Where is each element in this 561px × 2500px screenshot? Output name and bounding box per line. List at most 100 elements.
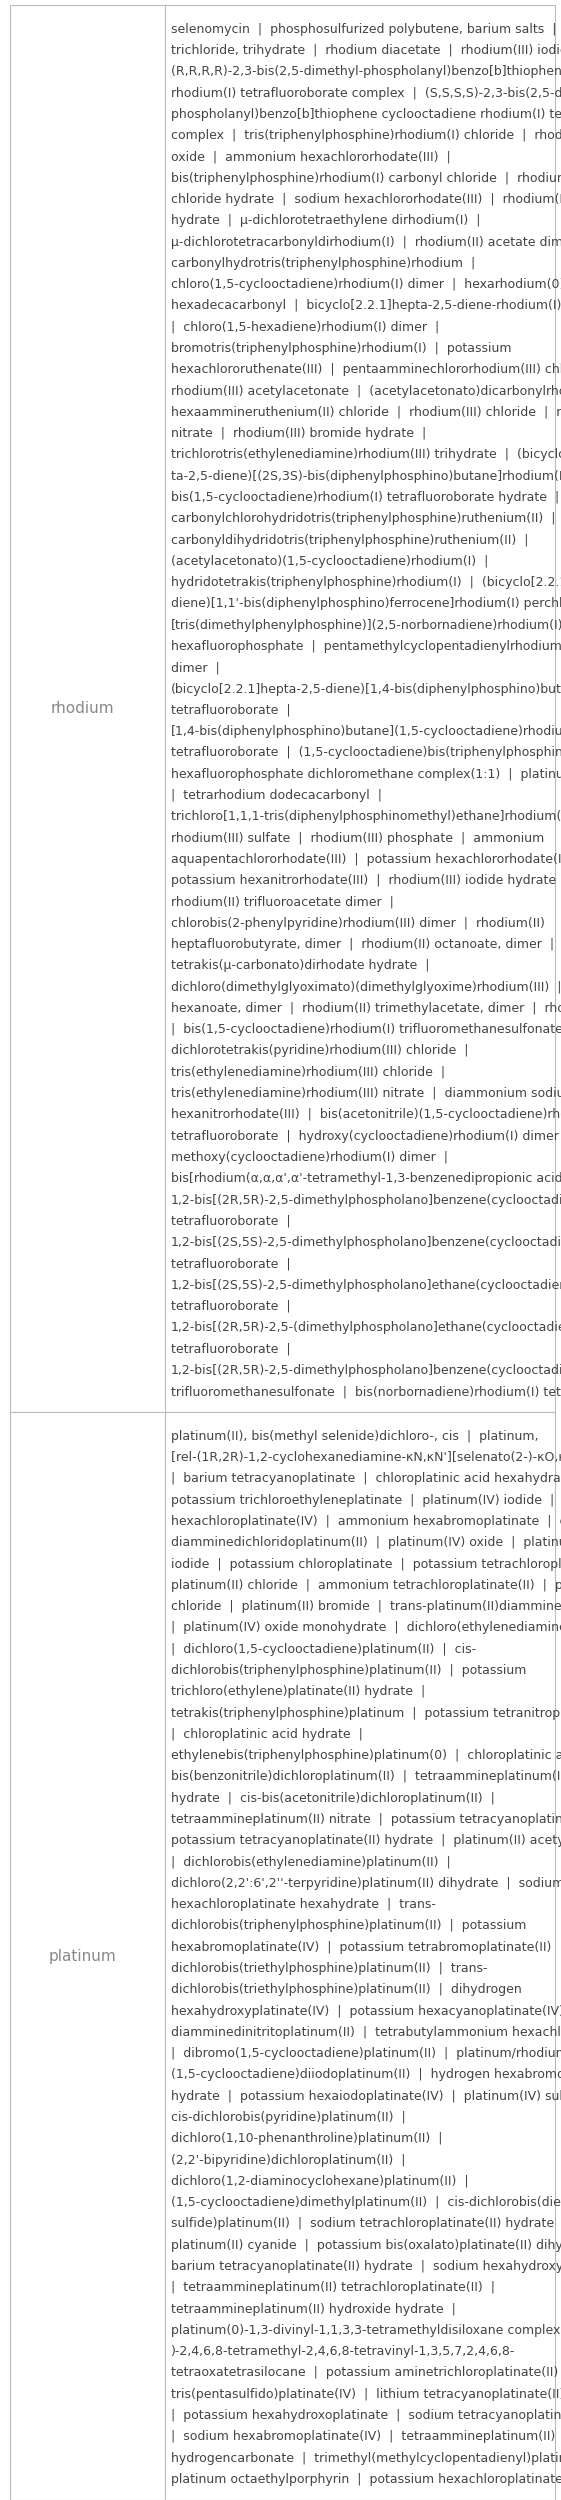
- Text: potassium hexanitrorhodate(III)  |  rhodium(III) iodide hydrate  |: potassium hexanitrorhodate(III) | rhodiu…: [171, 875, 561, 888]
- Text: chloride  |  platinum(II) bromide  |  trans-platinum(II)diammine dichloride: chloride | platinum(II) bromide | trans-…: [171, 1600, 561, 1612]
- Text: (R,R,R,R)-2,3-bis(2,5-dimethyl-phospholanyl)benzo[b]thiophene cyclooctadiene: (R,R,R,R)-2,3-bis(2,5-dimethyl-phosphola…: [171, 65, 561, 78]
- Text: rhodium: rhodium: [50, 700, 114, 715]
- Text: dichloro(1,10-phenanthroline)platinum(II)  |: dichloro(1,10-phenanthroline)platinum(II…: [171, 2132, 443, 2145]
- Text: hexahydroxyplatinate(IV)  |  potassium hexacyanoplatinate(IV)  |: hexahydroxyplatinate(IV) | potassium hex…: [171, 2005, 561, 2018]
- Text: |  tetraammineplatinum(II) tetrachloroplatinate(II)  |: | tetraammineplatinum(II) tetrachloropla…: [171, 2282, 495, 2295]
- Text: |  sodium hexabromoplatinate(IV)  |  tetraammineplatinum(II): | sodium hexabromoplatinate(IV) | tetraa…: [171, 2430, 555, 2442]
- Text: ta-2,5-diene)[(2S,3S)-bis(diphenylphosphino)butane]rhodium(I) perchlorate  |: ta-2,5-diene)[(2S,3S)-bis(diphenylphosph…: [171, 470, 561, 482]
- Text: tetraammineplatinum(II) hydroxide hydrate  |: tetraammineplatinum(II) hydroxide hydrat…: [171, 2302, 456, 2315]
- Text: platinum(II) cyanide  |  potassium bis(oxalato)platinate(II) dihydrate  |: platinum(II) cyanide | potassium bis(oxa…: [171, 2240, 561, 2252]
- Text: tetrafluoroborate  |: tetrafluoroborate |: [171, 1215, 291, 1228]
- Text: hexachloroplatinate hexahydrate  |  trans-: hexachloroplatinate hexahydrate | trans-: [171, 1898, 436, 1910]
- Text: dichlorobis(triethylphosphine)platinum(II)  |  dihydrogen: dichlorobis(triethylphosphine)platinum(I…: [171, 1982, 522, 1998]
- Text: chloride hydrate  |  sodium hexachlororhodate(III)  |  rhodium(III) oxide: chloride hydrate | sodium hexachlororhod…: [171, 192, 561, 205]
- Text: rhodium(III) sulfate  |  rhodium(III) phosphate  |  ammonium: rhodium(III) sulfate | rhodium(III) phos…: [171, 832, 544, 845]
- Text: tetrafluoroborate  |: tetrafluoroborate |: [171, 1342, 291, 1355]
- Text: (1,5-cyclooctadiene)diiodoplatinum(II)  |  hydrogen hexabromoplatinate(IV): (1,5-cyclooctadiene)diiodoplatinum(II) |…: [171, 2068, 561, 2082]
- Text: tetrakis(μ-carbonato)dirhodate hydrate  |: tetrakis(μ-carbonato)dirhodate hydrate |: [171, 960, 430, 972]
- Text: |  barium tetracyanoplatinate  |  chloroplatinic acid hexahydrate  |: | barium tetracyanoplatinate | chloropla…: [171, 1472, 561, 1485]
- Text: ethylenebis(triphenylphosphine)platinum(0)  |  chloroplatinic acid  |  cis-: ethylenebis(triphenylphosphine)platinum(…: [171, 1750, 561, 1762]
- Text: dichloro(2,2':6',2''-terpyridine)platinum(II) dihydrate  |  sodium: dichloro(2,2':6',2''-terpyridine)platinu…: [171, 1878, 561, 1890]
- Text: dichlorobis(triphenylphosphine)platinum(II)  |  potassium: dichlorobis(triphenylphosphine)platinum(…: [171, 1665, 526, 1678]
- Text: hexachloroplatinate(IV)  |  ammonium hexabromoplatinate  |  cis-: hexachloroplatinate(IV) | ammonium hexab…: [171, 1515, 561, 1528]
- Text: platinum(II), bis(methyl selenide)dichloro-, cis  |  platinum,: platinum(II), bis(methyl selenide)dichlo…: [171, 1430, 539, 1442]
- Text: hydridotetrakis(triphenylphosphine)rhodium(I)  |  (bicyclo[2.2.1]hepta-2,5-: hydridotetrakis(triphenylphosphine)rhodi…: [171, 575, 561, 590]
- Text: dichlorobis(triethylphosphine)platinum(II)  |  trans-: dichlorobis(triethylphosphine)platinum(I…: [171, 1962, 488, 1975]
- Text: diamminedinitritoplatinum(II)  |  tetrabutylammonium hexachloroplatinate(IV): diamminedinitritoplatinum(II) | tetrabut…: [171, 2025, 561, 2040]
- Text: 1,2-bis[(2R,5R)-2,5-(dimethylphospholano]ethane(cyclooctadiene)rhodium(I): 1,2-bis[(2R,5R)-2,5-(dimethylphospholano…: [171, 1320, 561, 1335]
- Text: hydrate  |  cis-bis(acetonitrile)dichloroplatinum(II)  |: hydrate | cis-bis(acetonitrile)dichlorop…: [171, 1792, 495, 1805]
- Text: |  potassium hexahydroxoplatinate  |  sodium tetracyanoplatinate(II) hydrate: | potassium hexahydroxoplatinate | sodiu…: [171, 2410, 561, 2422]
- Text: chloro(1,5-cyclooctadiene)rhodium(I) dimer  |  hexarhodium(0): chloro(1,5-cyclooctadiene)rhodium(I) dim…: [171, 278, 561, 290]
- Text: (1,5-cyclooctadiene)dimethylplatinum(II)  |  cis-dichlorobis(diethyl: (1,5-cyclooctadiene)dimethylplatinum(II)…: [171, 2195, 561, 2210]
- Text: |  chloro(1,5-hexadiene)rhodium(I) dimer  |: | chloro(1,5-hexadiene)rhodium(I) dimer …: [171, 320, 439, 332]
- Text: tetrakis(triphenylphosphine)platinum  |  potassium tetranitroplatinate(II): tetrakis(triphenylphosphine)platinum | p…: [171, 1708, 561, 1720]
- Text: (bicyclo[2.2.1]hepta-2,5-diene)[1,4-bis(diphenylphosphino)butane]rhodium(I): (bicyclo[2.2.1]hepta-2,5-diene)[1,4-bis(…: [171, 682, 561, 695]
- Text: cis-dichlorobis(pyridine)platinum(II)  |: cis-dichlorobis(pyridine)platinum(II) |: [171, 2110, 406, 2125]
- Text: dimer  |: dimer |: [171, 662, 220, 675]
- Text: tris(ethylenediamine)rhodium(III) chloride  |: tris(ethylenediamine)rhodium(III) chlori…: [171, 1065, 445, 1080]
- Text: (2,2'-bipyridine)dichloroplatinum(II)  |: (2,2'-bipyridine)dichloroplatinum(II) |: [171, 2152, 406, 2168]
- Text: platinum(0)-1,3-divinyl-1,1,3,3-tetramethyldisiloxane complex  |  platinum(0: platinum(0)-1,3-divinyl-1,1,3,3-tetramet…: [171, 2325, 561, 2338]
- Text: barium tetracyanoplatinate(II) hydrate  |  sodium hexahydroxyplatinate(IV): barium tetracyanoplatinate(II) hydrate |…: [171, 2260, 561, 2272]
- Text: dichloro(1,2-diaminocyclohexane)platinum(II)  |: dichloro(1,2-diaminocyclohexane)platinum…: [171, 2175, 468, 2188]
- Text: bis(triphenylphosphine)rhodium(I) carbonyl chloride  |  rhodium(III): bis(triphenylphosphine)rhodium(I) carbon…: [171, 173, 561, 185]
- Text: 1,2-bis[(2R,5R)-2,5-dimethylphospholano]benzene(cyclooctadiene)rhodium(I): 1,2-bis[(2R,5R)-2,5-dimethylphospholano]…: [171, 1192, 561, 1208]
- Text: hexafluorophosphate  |  pentamethylcyclopentadienylrhodium(III) chloride: hexafluorophosphate | pentamethylcyclope…: [171, 640, 561, 652]
- Text: carbonylchlorohydridotris(triphenylphosphine)ruthenium(II)  |: carbonylchlorohydridotris(triphenylphosp…: [171, 512, 555, 525]
- Text: bis(1,5-cyclooctadiene)rhodium(I) tetrafluoroborate hydrate  |: bis(1,5-cyclooctadiene)rhodium(I) tetraf…: [171, 490, 559, 505]
- Text: iodide  |  potassium chloroplatinate  |  potassium tetrachloroplatinate  |: iodide | potassium chloroplatinate | pot…: [171, 1558, 561, 1570]
- Text: trifluoromethanesulfonate  |  bis(norbornadiene)rhodium(I) tetrafluoroborate: trifluoromethanesulfonate | bis(norborna…: [171, 1385, 561, 1398]
- Text: tetraammineplatinum(II) nitrate  |  potassium tetracyanoplatinate(II)  |: tetraammineplatinum(II) nitrate | potass…: [171, 1812, 561, 1825]
- Text: |  bis(1,5-cyclooctadiene)rhodium(I) trifluoromethanesulfonate  |  trans-: | bis(1,5-cyclooctadiene)rhodium(I) trif…: [171, 1022, 561, 1035]
- Text: hexafluorophosphate dichloromethane complex(1:1)  |  platinum/rhodium alloy: hexafluorophosphate dichloromethane comp…: [171, 768, 561, 780]
- Text: sulfide)platinum(II)  |  sodium tetrachloroplatinate(II) hydrate  |: sulfide)platinum(II) | sodium tetrachlor…: [171, 2218, 561, 2230]
- Text: heptafluorobutyrate, dimer  |  rhodium(II) octanoate, dimer  |  tetrasodium: heptafluorobutyrate, dimer | rhodium(II)…: [171, 938, 561, 950]
- Text: tetrafluoroborate  |: tetrafluoroborate |: [171, 1258, 291, 1270]
- Text: trichloro(ethylene)platinate(II) hydrate  |: trichloro(ethylene)platinate(II) hydrate…: [171, 1685, 425, 1698]
- Text: platinum(II) chloride  |  ammonium tetrachloroplatinate(II)  |  platinum(IV): platinum(II) chloride | ammonium tetrach…: [171, 1580, 561, 1592]
- Text: aquapentachlororhodate(III)  |  potassium hexachlororhodate(III)  |: aquapentachlororhodate(III) | potassium …: [171, 853, 561, 865]
- Text: nitrate  |  rhodium(III) bromide hydrate  |: nitrate | rhodium(III) bromide hydrate |: [171, 428, 426, 440]
- Text: trichloro[1,1,1-tris(diphenylphosphinomethyl)ethane]rhodium(III)  |: trichloro[1,1,1-tris(diphenylphosphinome…: [171, 810, 561, 822]
- Text: |  platinum(IV) oxide monohydrate  |  dichloro(ethylenediamine)platinum(II): | platinum(IV) oxide monohydrate | dichl…: [171, 1622, 561, 1635]
- Text: [tris(dimethylphenylphosphine)](2,5-norbornadiene)rhodium(I): [tris(dimethylphenylphosphine)](2,5-norb…: [171, 618, 561, 632]
- Text: [rel-(1R,2R)-1,2-cyclohexanediamine-κN,κN'][selenato(2-)-κO,κO']-, (sP-4-2)-: [rel-(1R,2R)-1,2-cyclohexanediamine-κN,κ…: [171, 1450, 561, 1465]
- Text: trichloride, trihydrate  |  rhodium diacetate  |  rhodium(III) iodide  |: trichloride, trihydrate | rhodium diacet…: [171, 45, 561, 58]
- Text: 1,2-bis[(2S,5S)-2,5-dimethylphospholano]ethane(cyclooctadiene)rhodium(I): 1,2-bis[(2S,5S)-2,5-dimethylphospholano]…: [171, 1278, 561, 1292]
- Text: |  dichloro(1,5-cyclooctadiene)platinum(II)  |  cis-: | dichloro(1,5-cyclooctadiene)platinum(I…: [171, 1642, 476, 1655]
- Text: diamminedichloridoplatinum(II)  |  platinum(IV) oxide  |  platinum(II): diamminedichloridoplatinum(II) | platinu…: [171, 1538, 561, 1550]
- Text: tetrafluoroborate  |  hydroxy(cyclooctadiene)rhodium(I) dimer  |: tetrafluoroborate | hydroxy(cyclooctadie…: [171, 1130, 561, 1142]
- Text: carbonyldihydridotris(triphenylphosphine)ruthenium(II)  |: carbonyldihydridotris(triphenylphosphine…: [171, 532, 528, 548]
- Text: tetrafluoroborate  |: tetrafluoroborate |: [171, 705, 291, 717]
- Text: tris(ethylenediamine)rhodium(III) nitrate  |  diammonium sodium: tris(ethylenediamine)rhodium(III) nitrat…: [171, 1088, 561, 1100]
- Text: rhodium(I) tetrafluoroborate complex  |  (S,S,S,S)-2,3-bis(2,5-dimethyl-: rhodium(I) tetrafluoroborate complex | (…: [171, 88, 561, 100]
- Text: methoxy(cyclooctadiene)rhodium(I) dimer  |: methoxy(cyclooctadiene)rhodium(I) dimer …: [171, 1150, 448, 1165]
- Text: |  chloroplatinic acid hydrate  |: | chloroplatinic acid hydrate |: [171, 1727, 363, 1740]
- Text: dichlorotetrakis(pyridine)rhodium(III) chloride  |: dichlorotetrakis(pyridine)rhodium(III) c…: [171, 1045, 468, 1058]
- Text: potassium trichloroethyleneplatinate  |  platinum(IV) iodide  |  ammonium: potassium trichloroethyleneplatinate | p…: [171, 1492, 561, 1508]
- Text: chlorobis(2-phenylpyridine)rhodium(III) dimer  |  rhodium(II): chlorobis(2-phenylpyridine)rhodium(III) …: [171, 918, 545, 930]
- Text: potassium tetracyanoplatinate(II) hydrate  |  platinum(II) acetylacetonate: potassium tetracyanoplatinate(II) hydrat…: [171, 1835, 561, 1848]
- Text: hydrate  |  μ-dichlorotetraethylene dirhodium(I)  |: hydrate | μ-dichlorotetraethylene dirhod…: [171, 215, 481, 227]
- Text: hexachlororuthenate(III)  |  pentaamminechlororhodium(III) chloride  |: hexachlororuthenate(III) | pentaamminech…: [171, 362, 561, 378]
- Text: |  dichlorobis(ethylenediamine)platinum(II)  |: | dichlorobis(ethylenediamine)platinum(I…: [171, 1855, 450, 1868]
- Text: oxide  |  ammonium hexachlororhodate(III)  |: oxide | ammonium hexachlororhodate(III) …: [171, 150, 450, 162]
- Text: 1,2-bis[(2R,5R)-2,5-dimethylphospholano]benzene(cyclooctadiene)rhodium(I): 1,2-bis[(2R,5R)-2,5-dimethylphospholano]…: [171, 1365, 561, 1378]
- Text: hydrate  |  potassium hexaiodoplatinate(IV)  |  platinum(IV) sulfide  |: hydrate | potassium hexaiodoplatinate(IV…: [171, 2090, 561, 2102]
- Text: complex  |  tris(triphenylphosphine)rhodium(I) chloride  |  rhodium(III): complex | tris(triphenylphosphine)rhodiu…: [171, 130, 561, 142]
- Text: )-2,4,6,8-tetramethyl-2,4,6,8-tetravinyl-1,3,5,7,2,4,6,8-: )-2,4,6,8-tetramethyl-2,4,6,8-tetravinyl…: [171, 2345, 516, 2358]
- Text: tetrafluoroborate  |  (1,5-cyclooctadiene)bis(triphenylphosphine)rhodium(I): tetrafluoroborate | (1,5-cyclooctadiene)…: [171, 748, 561, 760]
- Text: phospholanyl)benzo[b]thiophene cyclooctadiene rhodium(I) tetrafluoroborate: phospholanyl)benzo[b]thiophene cycloocta…: [171, 107, 561, 120]
- Text: dichloro(dimethylglyoximato)(dimethylglyoxime)rhodium(III)  |  rhodium(II): dichloro(dimethylglyoximato)(dimethylgly…: [171, 980, 561, 992]
- Text: diene)[1,1'-bis(diphenylphosphino)ferrocene]rhodium(I) perchlorate  |: diene)[1,1'-bis(diphenylphosphino)ferroc…: [171, 598, 561, 610]
- Text: selenomycin  |  phosphosulfurized polybutene, barium salts  |  rhodium: selenomycin | phosphosulfurized polybute…: [171, 22, 561, 35]
- Text: 1,2-bis[(2S,5S)-2,5-dimethylphospholano]benzene(cyclooctadiene)rhodium(I): 1,2-bis[(2S,5S)-2,5-dimethylphospholano]…: [171, 1235, 561, 1250]
- Text: tetraoxatetrasilocane  |  potassium aminetrichloroplatinate(II)  |  ammonium: tetraoxatetrasilocane | potassium aminet…: [171, 2368, 561, 2380]
- Text: hexanoate, dimer  |  rhodium(II) trimethylacetate, dimer  |  rhodium dioxide: hexanoate, dimer | rhodium(II) trimethyl…: [171, 1003, 561, 1015]
- Text: dichlorobis(triphenylphosphine)platinum(II)  |  potassium: dichlorobis(triphenylphosphine)platinum(…: [171, 1920, 526, 1932]
- Text: platinum: platinum: [49, 1948, 116, 1962]
- Text: tetrafluoroborate  |: tetrafluoroborate |: [171, 1300, 291, 1312]
- Text: platinum octaethylporphyrin  |  potassium hexachloroplatinate: platinum octaethylporphyrin | potassium …: [171, 2472, 561, 2485]
- Text: bromotris(triphenylphosphine)rhodium(I)  |  potassium: bromotris(triphenylphosphine)rhodium(I) …: [171, 342, 512, 355]
